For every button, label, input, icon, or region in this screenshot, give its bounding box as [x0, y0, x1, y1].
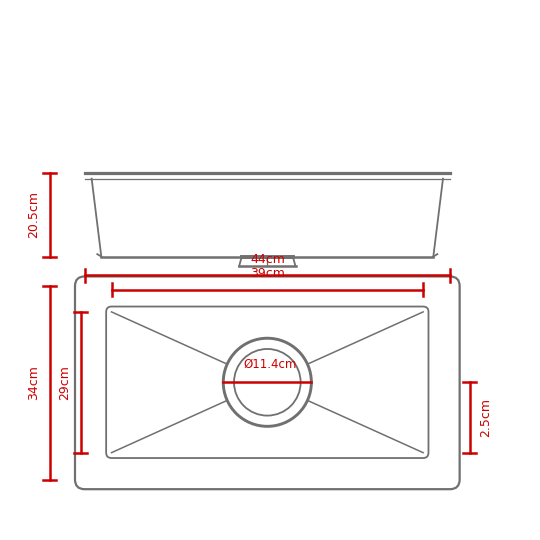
Text: 34cm: 34cm: [27, 366, 40, 400]
Text: 29cm: 29cm: [58, 365, 71, 400]
FancyBboxPatch shape: [106, 307, 428, 458]
Text: Ø11.4cm: Ø11.4cm: [244, 357, 296, 370]
Text: 39cm: 39cm: [250, 267, 285, 280]
FancyBboxPatch shape: [75, 276, 460, 489]
Text: 20.5cm: 20.5cm: [27, 192, 40, 239]
Text: 2.5cm: 2.5cm: [480, 398, 492, 437]
Text: 44cm: 44cm: [250, 253, 285, 266]
